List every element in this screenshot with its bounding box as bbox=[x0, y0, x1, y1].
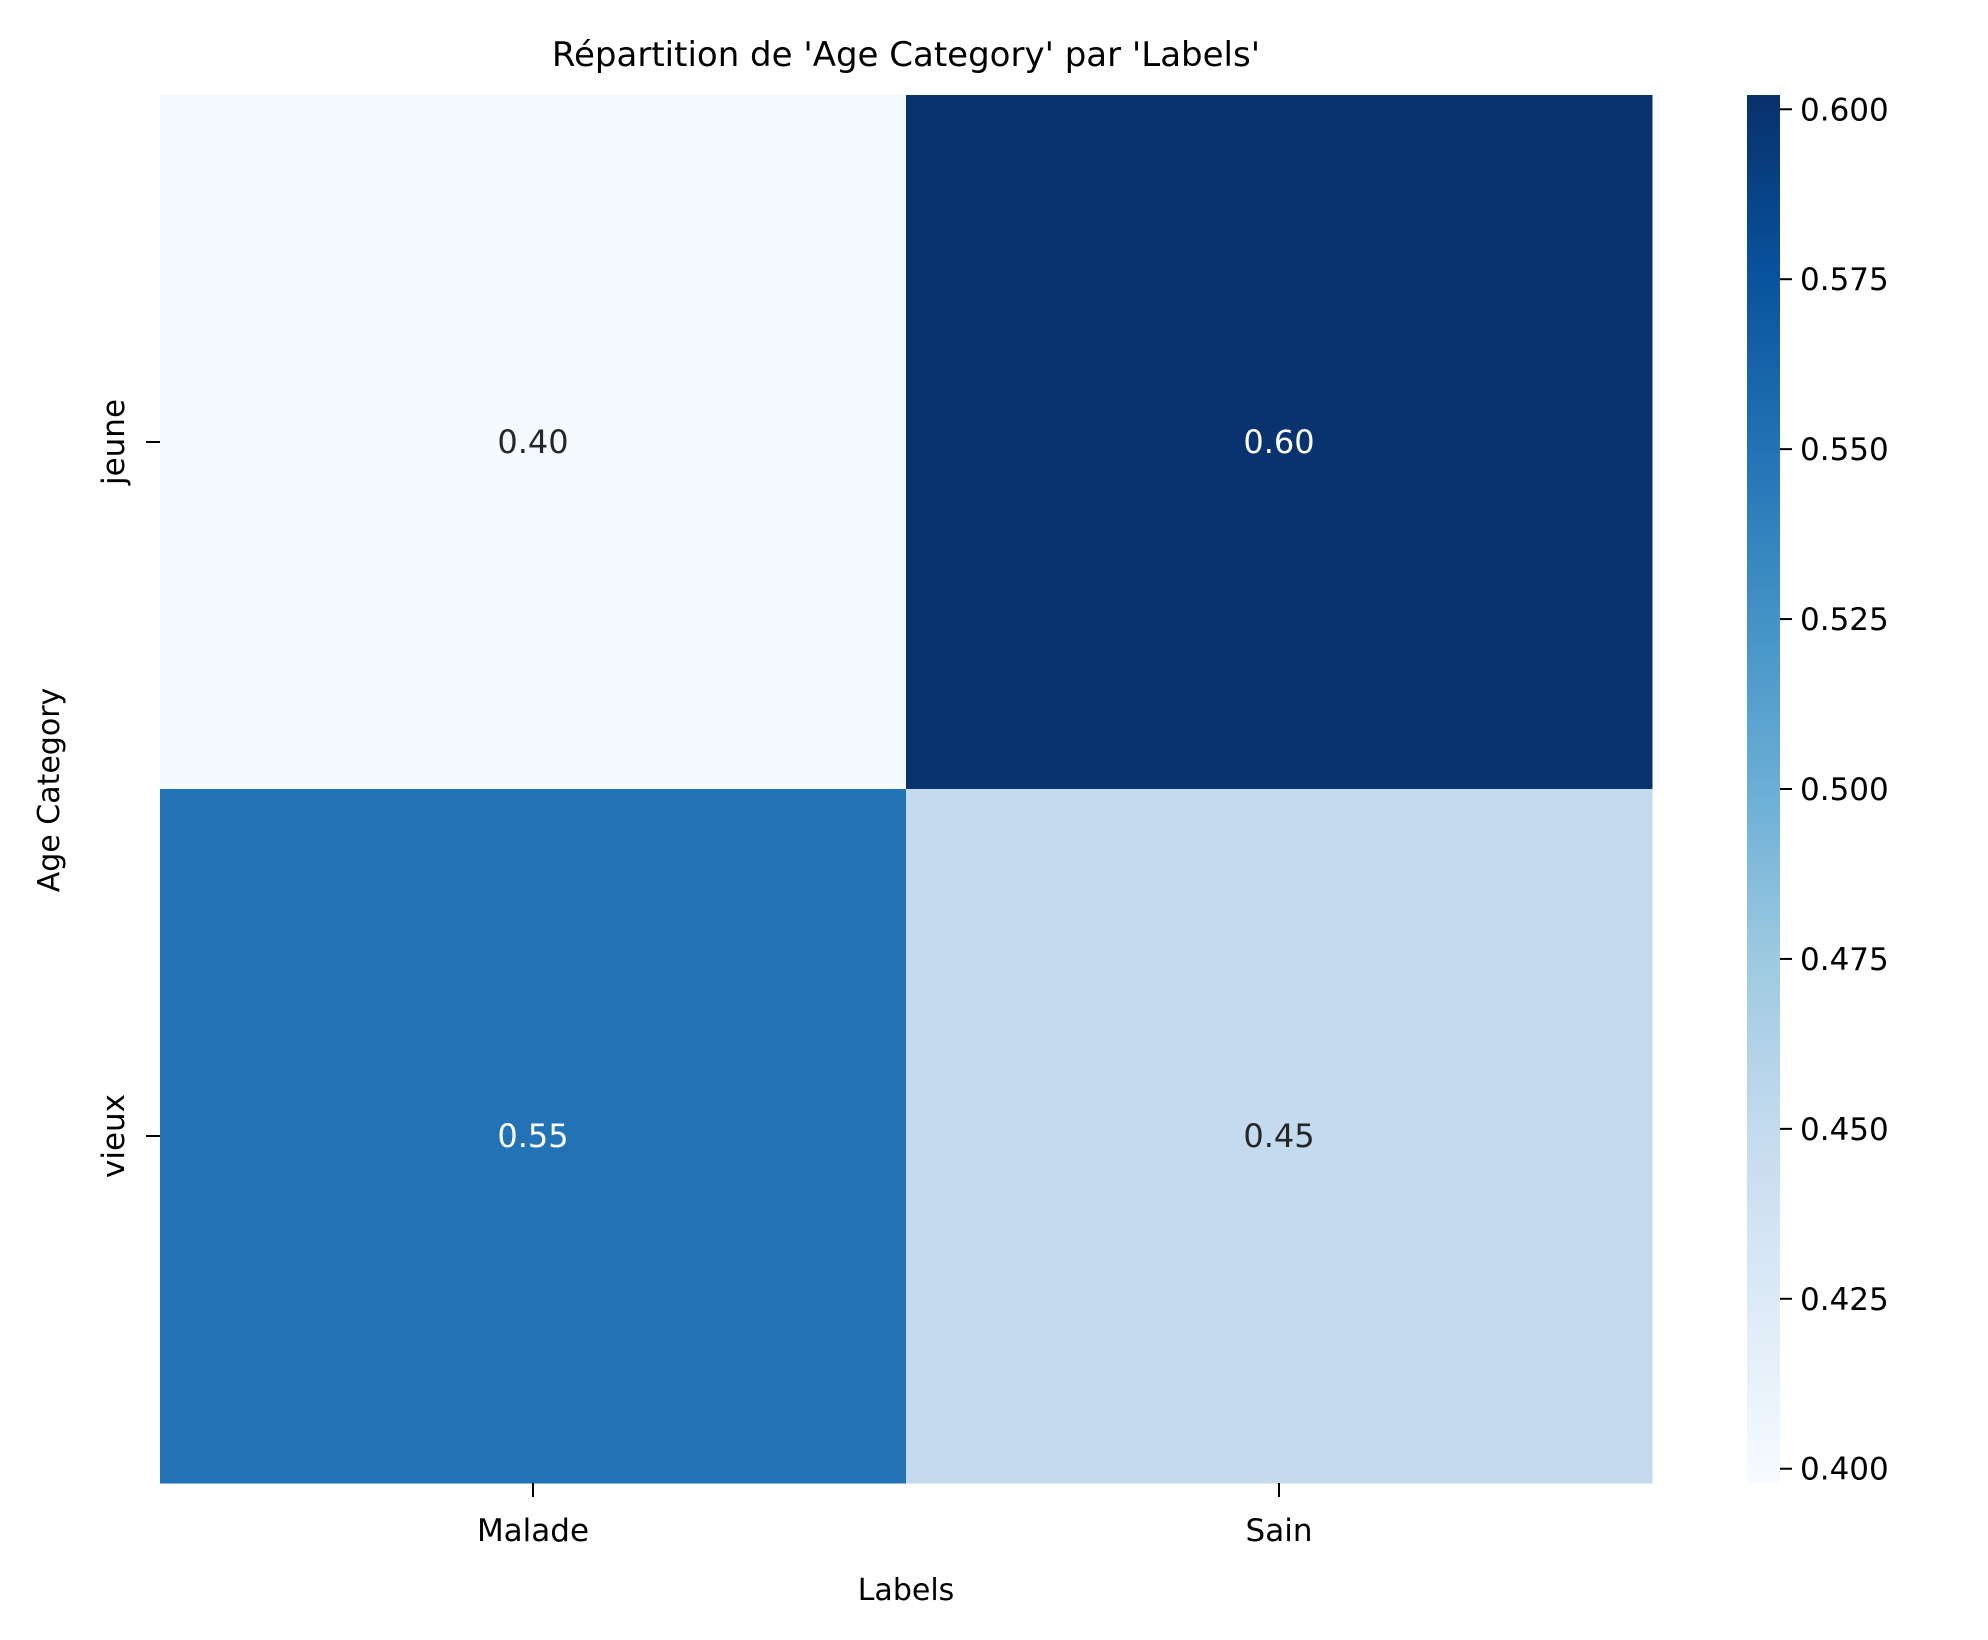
chart-title: Répartition de 'Age Category' par 'Label… bbox=[552, 35, 1260, 75]
y-axis: jeune vieux bbox=[96, 399, 160, 1178]
x-tick-label: Malade bbox=[477, 1513, 589, 1549]
y-axis-label: Age Category bbox=[32, 688, 67, 893]
cell-value-label: 0.60 bbox=[1243, 423, 1314, 461]
colorbar-axis: 0.400 0.425 0.450 0.475 0.500 0.525 0.550 0.575… bbox=[1780, 92, 1889, 1488]
x-tick-label: Sain bbox=[1246, 1513, 1313, 1549]
x-axis: Malade Sain bbox=[477, 1483, 1313, 1549]
colorbar-tick-label: 0.575 bbox=[1800, 262, 1889, 298]
cell-value-label: 0.40 bbox=[497, 423, 568, 461]
colorbar-tick-label: 0.475 bbox=[1800, 942, 1889, 978]
heatmap-cell-vieux-Sain bbox=[906, 789, 1653, 1484]
heatmap-cell-labels: 0.40 0.60 0.55 0.45 bbox=[497, 423, 1314, 1155]
y-tick-label: vieux bbox=[96, 1094, 132, 1178]
cell-value-label: 0.55 bbox=[497, 1117, 568, 1155]
cell-value-label: 0.45 bbox=[1243, 1117, 1314, 1155]
colorbar-tick-label: 0.425 bbox=[1800, 1282, 1889, 1318]
colorbar-tick-label: 0.400 bbox=[1800, 1452, 1889, 1488]
colorbar-tick-label: 0.525 bbox=[1800, 602, 1889, 638]
y-tick-label: jeune bbox=[96, 399, 132, 486]
x-axis-label: Labels bbox=[858, 1573, 955, 1608]
heatmap-cell-jeune-Sain bbox=[906, 95, 1653, 790]
heatmap-cell-jeune-Malade bbox=[160, 95, 907, 790]
colorbar-tick-label: 0.600 bbox=[1800, 92, 1889, 128]
colorbar-tick-label: 0.450 bbox=[1800, 1112, 1889, 1148]
heatmap-cell-vieux-Malade bbox=[160, 789, 907, 1484]
colorbar-tick-label: 0.550 bbox=[1800, 432, 1889, 468]
colorbar bbox=[1747, 95, 1780, 1483]
heatmap-cells bbox=[160, 95, 1653, 1484]
colorbar-tick-label: 0.500 bbox=[1800, 772, 1889, 808]
